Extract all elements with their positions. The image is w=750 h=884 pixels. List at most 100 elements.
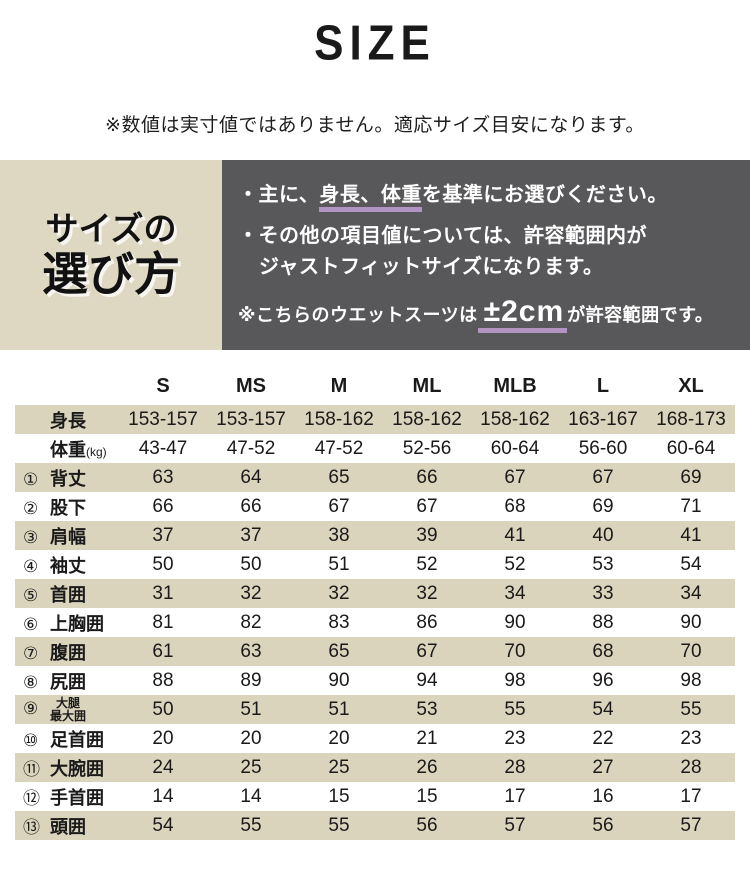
row-number-icon: ① bbox=[23, 469, 39, 490]
size-value-cell: 70 bbox=[471, 637, 559, 666]
row-number-icon: ⑤ bbox=[23, 585, 39, 606]
row-label-cell: ⑬ 頭囲 bbox=[15, 811, 119, 840]
size-value-cell: 16 bbox=[592, 785, 614, 807]
row-number-icon: ⑪ bbox=[23, 759, 40, 780]
row-number-icon: ④ bbox=[23, 556, 39, 577]
size-value-cell: 98 bbox=[680, 669, 702, 691]
size-value-cell: 70 bbox=[647, 637, 735, 666]
row-label-cell: ④ 袖丈 bbox=[15, 550, 119, 579]
size-table-header-row: S MS M ML MLB L XL bbox=[15, 372, 735, 405]
size-value-cell: 37 bbox=[119, 521, 207, 550]
size-value-cell: 63 bbox=[119, 463, 207, 492]
size-value-cell: 40 bbox=[559, 521, 647, 550]
row-number-icon: ② bbox=[23, 498, 39, 519]
size-value-cell: 55 bbox=[295, 811, 383, 840]
size-value-cell: 14 bbox=[152, 785, 174, 807]
size-value-cell: 55 bbox=[207, 811, 295, 840]
size-value-cell: 153-157 bbox=[207, 405, 295, 434]
size-table-row: ③ 肩幅 37 37 38 39 41 40 41 bbox=[15, 521, 735, 550]
size-table-row: ⑬ 頭囲 54 55 55 56 57 56 57 bbox=[15, 811, 735, 840]
size-value-cell: 22 bbox=[592, 727, 614, 749]
size-guide-instructions: ・主に、身長、体重を基準にお選びください。 ・その他の項目値については、許容範囲… bbox=[222, 160, 750, 350]
row-label-cell: 身長 bbox=[15, 405, 119, 434]
tolerance-note: ※こちらのウエットスーツは ±2cm が許容範囲です。 bbox=[238, 295, 742, 333]
instruction-bullet-2-line2: ジャストフィットサイズになります。 bbox=[259, 256, 604, 278]
size-value-cell: 67 bbox=[416, 495, 438, 517]
size-value-cell: 20 bbox=[152, 727, 174, 749]
size-value-cell: 17 bbox=[680, 785, 702, 807]
size-table: S MS M ML MLB L XL 身長 153-157 153-157 158-162 158-… bbox=[15, 372, 735, 840]
size-table-row: ⑫ 手首囲 14 14 15 15 17 16 17 bbox=[15, 782, 735, 811]
row-number-icon: ⑧ bbox=[23, 672, 39, 693]
size-value-cell: 27 bbox=[559, 753, 647, 782]
size-table-row: 身長 153-157 153-157 158-162 158-162 158-162 163… bbox=[15, 405, 735, 434]
size-value-cell: 60-64 bbox=[490, 437, 540, 459]
size-value-cell: 90 bbox=[328, 669, 350, 691]
size-chart-page: SIZE ※数値は実寸値ではありません。適応サイズ目安になります。 サイズの 選… bbox=[0, 16, 750, 840]
row-label-text: 尻囲 bbox=[50, 671, 86, 692]
size-value-cell: 20 bbox=[328, 727, 350, 749]
size-value-cell: 68 bbox=[504, 495, 526, 517]
size-value-cell: 52-56 bbox=[402, 437, 452, 459]
row-label-cell: 体重(kg) bbox=[15, 434, 119, 463]
heading-line2: 選び方 bbox=[42, 247, 180, 300]
size-value-cell: 63 bbox=[207, 637, 295, 666]
size-guide-section: サイズの 選び方 ・主に、身長、体重を基準にお選びください。 ・その他の項目値に… bbox=[0, 160, 750, 350]
instruction-bullet-2-line1: ・その他の項目値については、許容範囲内が bbox=[238, 225, 647, 247]
size-value-cell: 53 bbox=[383, 695, 471, 724]
size-value-cell: 15 bbox=[328, 785, 350, 807]
size-value-cell: 37 bbox=[207, 521, 295, 550]
size-value-cell: 32 bbox=[383, 579, 471, 608]
size-table-row: ⑩ 足首囲 20 20 20 21 23 22 23 bbox=[15, 724, 735, 753]
tolerance-value: ±2cm bbox=[477, 295, 568, 333]
size-value-cell: 56-60 bbox=[578, 437, 628, 459]
size-value-cell: 20 bbox=[240, 727, 262, 749]
size-value-cell: 69 bbox=[647, 463, 735, 492]
row-number-icon: ⑩ bbox=[23, 730, 39, 751]
size-value-cell: 47-52 bbox=[314, 437, 364, 459]
size-value-cell: 69 bbox=[592, 495, 614, 517]
size-value-cell: 66 bbox=[152, 495, 174, 517]
size-value-cell: 88 bbox=[592, 611, 614, 633]
size-value-cell: 26 bbox=[383, 753, 471, 782]
row-label-text: 大腕囲 bbox=[50, 758, 104, 779]
row-label-text: 体重 bbox=[50, 439, 86, 460]
size-value-cell: 51 bbox=[328, 553, 350, 575]
size-value-cell: 53 bbox=[592, 553, 614, 575]
size-value-cell: 31 bbox=[119, 579, 207, 608]
size-value-cell: 67 bbox=[471, 463, 559, 492]
size-value-cell: 24 bbox=[119, 753, 207, 782]
size-value-cell: 25 bbox=[295, 753, 383, 782]
size-value-cell: 90 bbox=[504, 611, 526, 633]
size-value-cell: 52 bbox=[504, 553, 526, 575]
size-column-header: M bbox=[295, 372, 383, 405]
size-value-cell: 43-47 bbox=[138, 437, 188, 459]
row-number-icon: ⑥ bbox=[23, 614, 39, 635]
heading-line1: サイズの bbox=[45, 209, 177, 247]
size-value-cell: 50 bbox=[240, 553, 262, 575]
size-value-cell: 88 bbox=[152, 669, 174, 691]
size-guide-heading-box: サイズの 選び方 bbox=[0, 160, 222, 350]
size-value-cell: 54 bbox=[119, 811, 207, 840]
size-value-cell: 163-167 bbox=[559, 405, 647, 434]
size-value-cell: 86 bbox=[416, 611, 438, 633]
size-column-header: MS bbox=[207, 372, 295, 405]
row-label-text: 袖丈 bbox=[50, 555, 86, 576]
size-table-row: ④ 袖丈 50 50 51 52 52 53 54 bbox=[15, 550, 735, 579]
size-value-cell: 39 bbox=[383, 521, 471, 550]
size-value-cell: 25 bbox=[207, 753, 295, 782]
size-value-cell: 33 bbox=[559, 579, 647, 608]
size-value-cell: 158-162 bbox=[295, 405, 383, 434]
size-value-cell: 50 bbox=[119, 695, 207, 724]
size-value-cell: 55 bbox=[471, 695, 559, 724]
size-column-header: MLB bbox=[471, 372, 559, 405]
size-column-header: ML bbox=[383, 372, 471, 405]
row-label-cell: ⑦ 腹囲 bbox=[15, 637, 119, 666]
size-value-cell: 28 bbox=[647, 753, 735, 782]
row-label-unit: (kg) bbox=[86, 444, 107, 459]
tolerance-prefix: ※こちらのウエットスーツは bbox=[238, 305, 478, 325]
bullet1-prefix: ・主に、 bbox=[238, 184, 320, 206]
size-column-header: L bbox=[559, 372, 647, 405]
bullet1-highlighted-terms: 身長、体重 bbox=[319, 184, 422, 212]
size-value-cell: 47-52 bbox=[226, 437, 276, 459]
